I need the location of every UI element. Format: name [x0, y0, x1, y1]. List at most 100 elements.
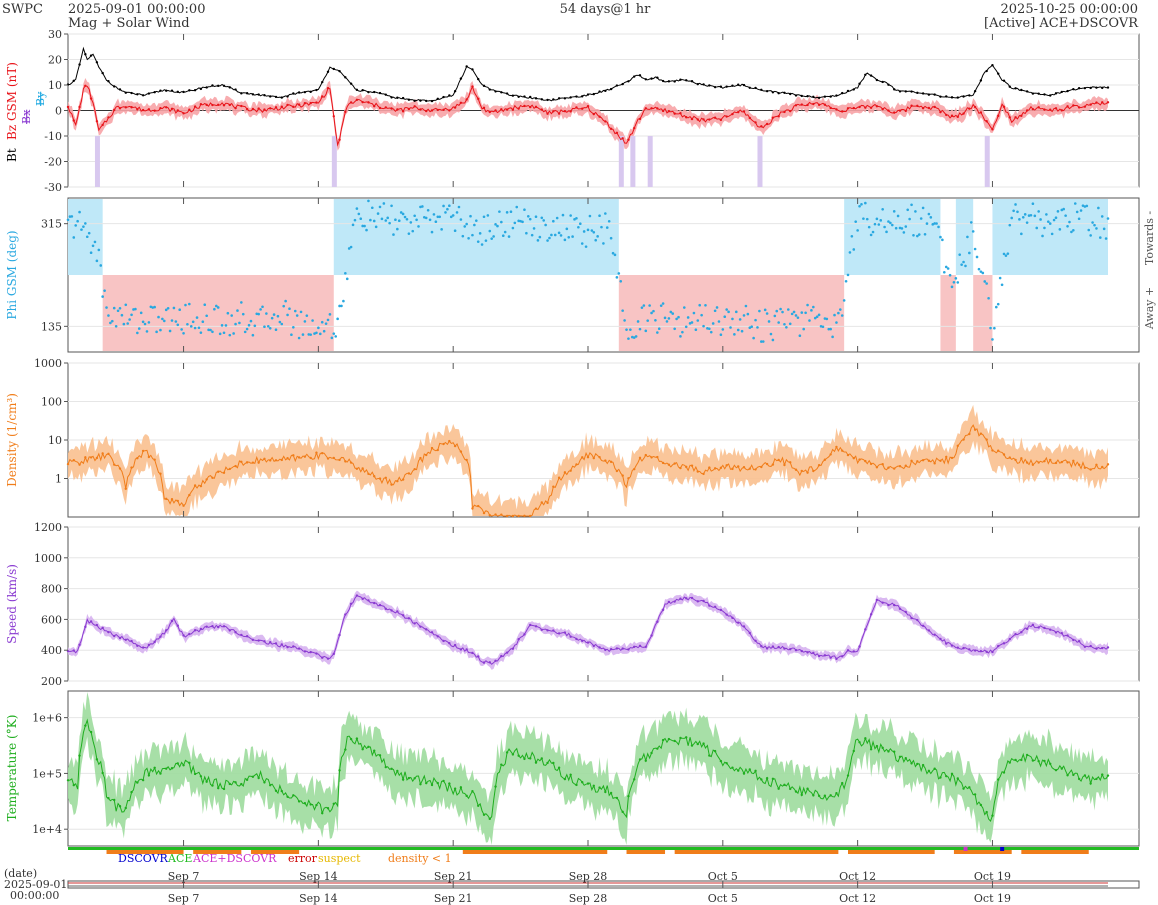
phi-point-277 — [600, 225, 603, 229]
point-speed-279 — [604, 648, 607, 652]
point-speed-507 — [1043, 626, 1046, 630]
point-speed-15 — [95, 623, 99, 627]
point-density-183 — [419, 456, 422, 460]
point-density-225 — [500, 513, 503, 516]
phi-point-320 — [682, 306, 686, 309]
point-mag-57 — [176, 90, 179, 94]
point-density-387 — [812, 469, 815, 473]
phi-point-24 — [112, 306, 116, 310]
point-temperature-48 — [159, 772, 162, 775]
phi-point-373 — [785, 325, 788, 329]
point-mag-531 — [1089, 86, 1092, 90]
phi-point-204 — [459, 218, 463, 221]
phi-point-534 — [1095, 227, 1098, 230]
point-temperature-150 — [355, 737, 359, 740]
phi-point-195 — [442, 204, 445, 208]
point-speed-96 — [251, 638, 255, 642]
phi-point-378 — [794, 314, 798, 317]
point-mag-153 — [361, 100, 364, 104]
point-mag-6 — [78, 63, 81, 66]
phi-point-267 — [580, 242, 584, 245]
phi-point-12 — [89, 251, 93, 255]
phi-point-341 — [723, 315, 727, 318]
point-density-135 — [326, 457, 330, 460]
point-temperature-318 — [679, 736, 682, 740]
phi-point-396 — [829, 327, 832, 331]
phi-point-108 — [274, 328, 278, 331]
grid-lines — [68, 33, 1139, 830]
point-temperature-84 — [228, 782, 231, 786]
point-temperature-294 — [633, 778, 636, 781]
point-mag-441 — [916, 91, 919, 95]
phi-point-260 — [567, 235, 571, 239]
phi-point-517 — [1062, 207, 1066, 211]
point-density-372 — [783, 463, 786, 467]
point-temperature-81 — [222, 787, 226, 791]
phi-point-371 — [781, 310, 784, 314]
point-density-273 — [592, 456, 595, 460]
point-temperature-375 — [789, 787, 792, 791]
point-mag-18 — [101, 123, 104, 127]
point-temperature-483 — [997, 778, 1000, 781]
point-temperature-471 — [973, 793, 977, 796]
point-density-426 — [887, 466, 890, 469]
point-speed-285 — [615, 647, 619, 650]
point-mag-336 — [713, 116, 717, 119]
point-density-393 — [823, 458, 827, 461]
point-density-75 — [211, 476, 214, 480]
point-mag-474 — [979, 79, 983, 82]
point-mag-198 — [448, 109, 451, 112]
point-mag-312 — [667, 110, 671, 113]
phi-point-16 — [97, 248, 101, 252]
phi-point-435 — [904, 225, 908, 228]
point-temperature-117 — [292, 794, 295, 797]
point-temperature-363 — [765, 776, 769, 780]
phi-point-76 — [213, 307, 216, 311]
point-mag-216 — [482, 84, 486, 88]
phi-point-256 — [559, 234, 563, 237]
point-density-465 — [962, 438, 965, 441]
phi-point-53 — [168, 329, 172, 333]
point-speed-117 — [292, 645, 295, 648]
phi-point-120 — [297, 336, 301, 340]
point-speed-6 — [78, 643, 81, 647]
phi-point-244 — [536, 239, 540, 242]
phi-point-30 — [124, 303, 128, 307]
phi-point-445 — [923, 233, 927, 236]
phi-point-190 — [432, 213, 436, 216]
quality-low-density-2 — [250, 850, 300, 854]
point-mag-201 — [453, 106, 457, 109]
phi-point-133 — [322, 329, 326, 333]
point-density-174 — [401, 478, 405, 481]
point-temperature-378 — [794, 790, 798, 793]
point-mag-477 — [985, 69, 988, 73]
phi-point-403 — [842, 299, 846, 302]
point-density-63 — [188, 493, 191, 497]
point-mag-57 — [176, 109, 179, 112]
point-temperature-300 — [644, 759, 647, 762]
phi-point-507 — [1043, 226, 1046, 230]
quality-both-mark — [963, 847, 968, 851]
x-tick-label-date-0: Sep 7 — [168, 892, 200, 905]
quality-low-density-1 — [193, 850, 242, 854]
point-mag-120 — [297, 91, 301, 94]
point-mag-507 — [1043, 108, 1046, 111]
point-density-81 — [222, 471, 226, 475]
phi-point-57 — [176, 323, 180, 327]
phi-point-28 — [120, 313, 124, 317]
point-density-9 — [84, 456, 87, 459]
phi-point-103 — [265, 312, 268, 315]
point-speed-99 — [257, 639, 260, 642]
point-mag-48 — [159, 89, 162, 92]
phi-point-353 — [746, 312, 750, 316]
point-mag-411 — [858, 82, 861, 85]
phi-point-178 — [409, 221, 413, 224]
point-mag-198 — [448, 94, 451, 97]
ytick-label-phi-1: 315 — [41, 218, 62, 231]
point-mag-228 — [505, 92, 509, 95]
phi-point-62 — [186, 322, 189, 326]
phi-point-111 — [280, 322, 284, 326]
phi-point-475 — [981, 271, 985, 275]
point-temperature-153 — [361, 748, 364, 751]
point-speed-480 — [991, 650, 994, 654]
